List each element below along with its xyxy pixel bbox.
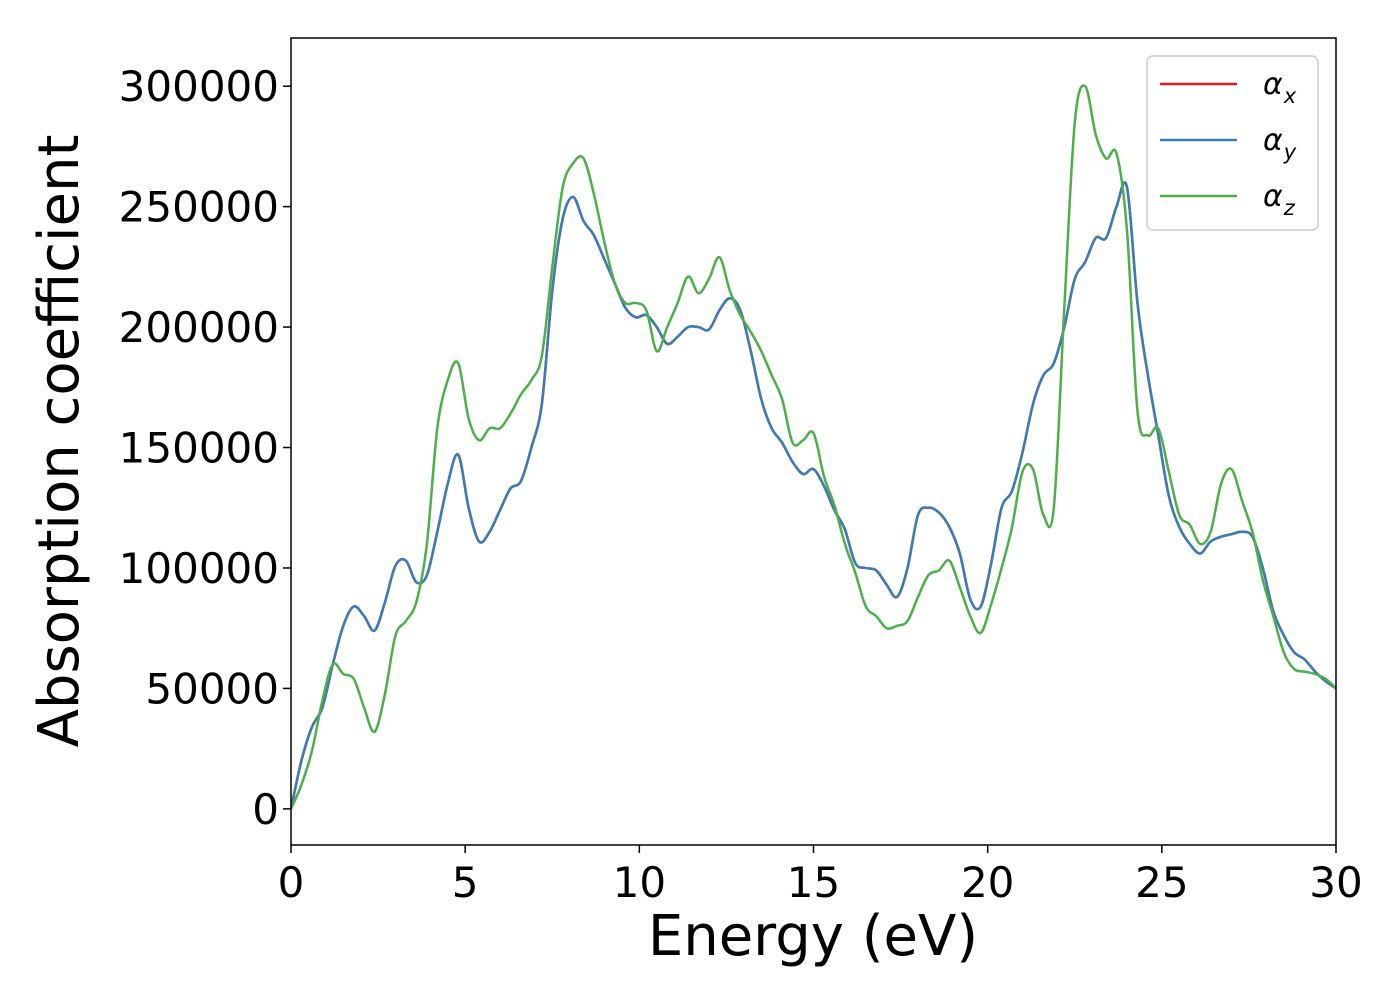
x-tick-label: 20 [961, 858, 1014, 907]
y-tick-label: 150000 [119, 424, 279, 473]
x-axis-title: Energy (eV) [648, 904, 978, 969]
series-line-y [289, 181, 1337, 810]
y-tick-label: 100000 [119, 544, 279, 593]
x-tick-label: 0 [278, 858, 305, 907]
legend-box [1146, 55, 1319, 231]
x-tick-label: 25 [1135, 858, 1188, 907]
series-line-z [289, 84, 1337, 810]
y-tick-label: 250000 [119, 183, 279, 232]
tick-layer: 0 5 10 15 20 25 30 0 50000 100000 150000 200000 2500… [119, 62, 1363, 907]
y-tick-label: 0 [252, 785, 279, 834]
y-tick-label: 200000 [119, 303, 279, 352]
series-line-x [289, 181, 1337, 810]
series-layer [289, 84, 1337, 810]
x-tick-label: 15 [787, 858, 840, 907]
y-tick-label: 50000 [145, 664, 279, 713]
y-tick-label: 300000 [119, 62, 279, 111]
x-tick-label: 30 [1309, 858, 1362, 907]
y-axis-title: Absorption coefficient [27, 135, 92, 748]
x-tick-label: 10 [613, 858, 666, 907]
x-tick-label: 5 [452, 858, 479, 907]
